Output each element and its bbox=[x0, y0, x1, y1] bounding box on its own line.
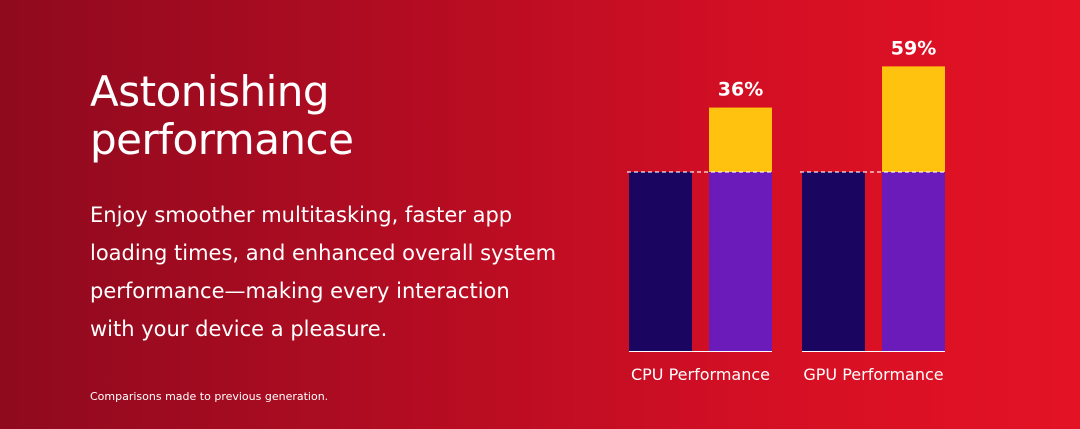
cpu-new-bar-base bbox=[709, 172, 772, 351]
cpu-data-label: 36% bbox=[718, 79, 763, 101]
cpu-previous-bar bbox=[629, 172, 692, 351]
headline: Astonishing performance bbox=[90, 67, 354, 164]
gpu-previous-bar bbox=[802, 172, 865, 351]
footnote: Comparisons made to previous generation. bbox=[90, 390, 329, 403]
cpu-improvement-bar bbox=[709, 107, 772, 172]
gpu-improvement-bar bbox=[882, 66, 945, 172]
body-text: Enjoy smoother multitasking, faster app … bbox=[90, 203, 557, 341]
cpu-category-label: CPU Performance bbox=[631, 365, 770, 384]
gpu-category-label: GPU Performance bbox=[803, 365, 943, 384]
gpu-data-label: 59% bbox=[891, 37, 936, 59]
gpu-new-bar-base bbox=[882, 172, 945, 351]
